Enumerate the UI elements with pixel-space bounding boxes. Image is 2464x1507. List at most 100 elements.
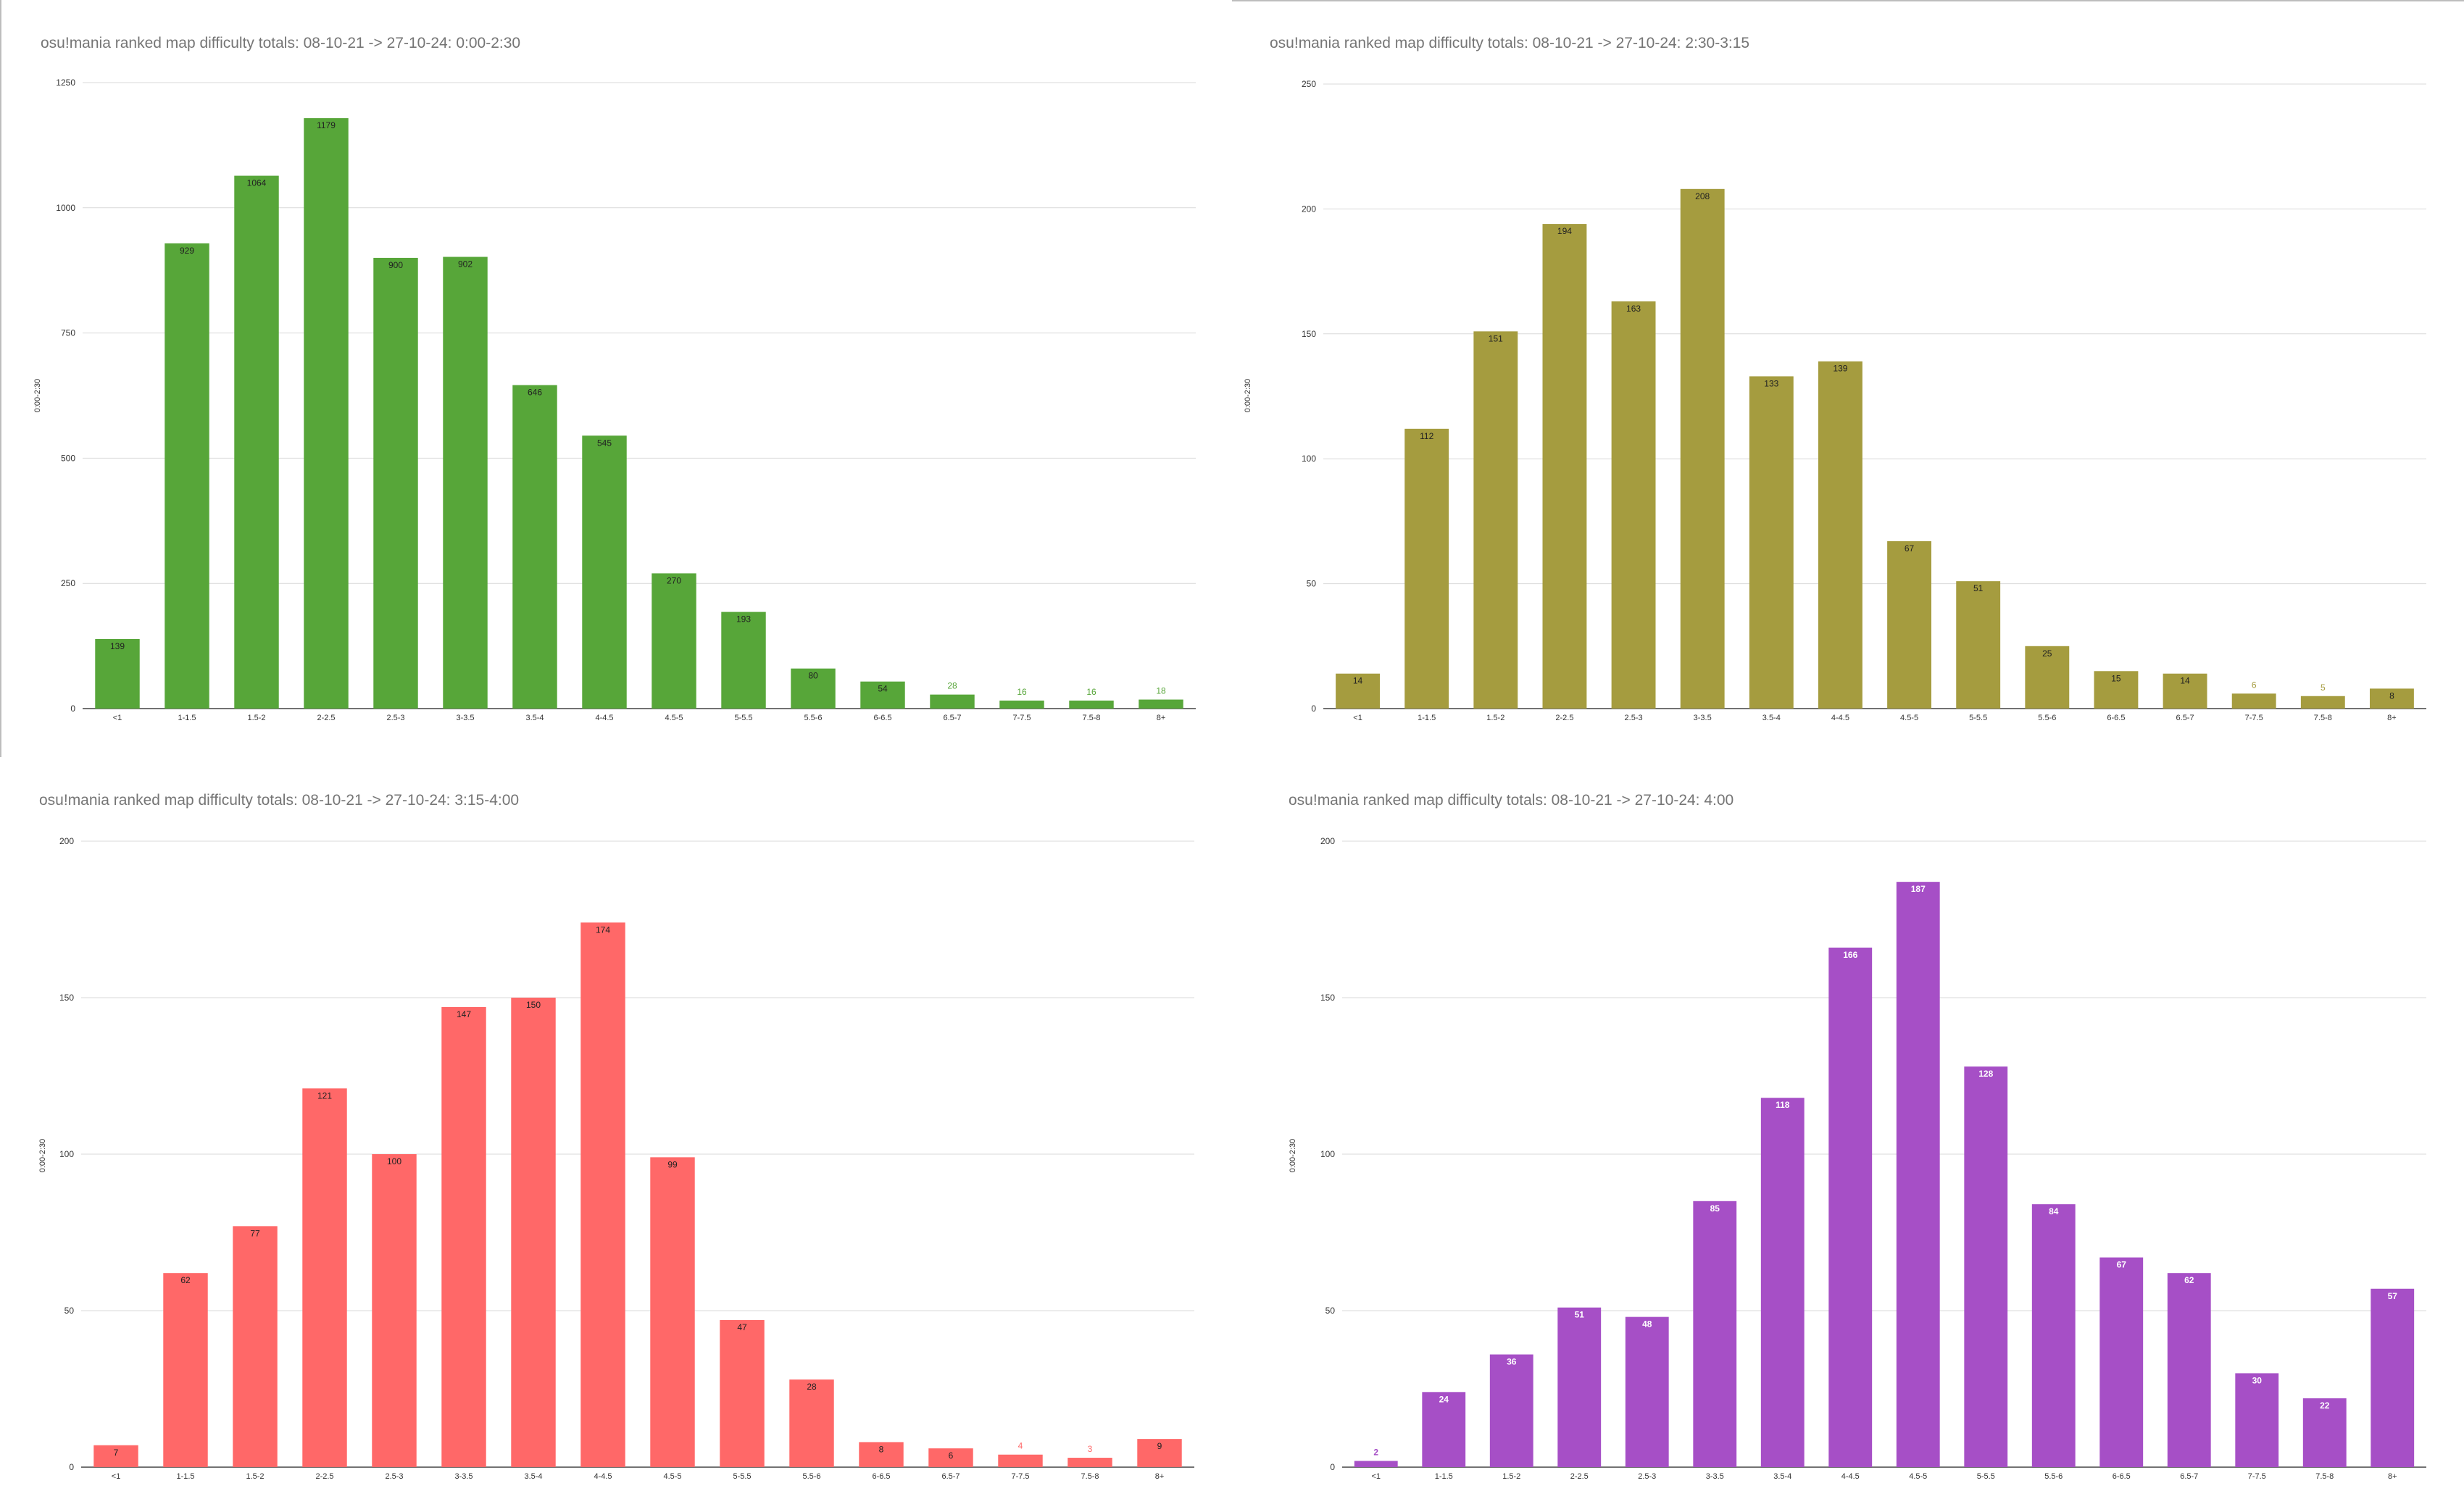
chart-title: osu!mania ranked map difficulty totals: …: [39, 792, 520, 809]
bar: [652, 573, 696, 709]
bar-data-label: 150: [526, 1000, 541, 1010]
x-tick-label: 3.5-4: [524, 1472, 542, 1481]
bar-data-label: 62: [180, 1275, 191, 1285]
bar-data-label: 67: [2117, 1260, 2127, 1270]
bar-data-label: 270: [667, 575, 681, 585]
bar: [163, 1273, 208, 1467]
x-tick-label: 1-1.5: [1435, 1472, 1453, 1481]
x-tick-label: 8+: [1155, 1472, 1165, 1481]
bar: [1887, 540, 1932, 709]
bar: [1422, 1392, 1466, 1467]
x-tick-label: 4-4.5: [595, 714, 613, 722]
x-tick-label: 1.5-2: [246, 1472, 264, 1481]
bar: [650, 1157, 695, 1467]
chart-panel-400: osu!mania ranked map difficulty totals: …: [1232, 757, 2464, 1507]
y-tick-label: 200: [59, 836, 74, 846]
bar-data-label: 6: [949, 1450, 954, 1461]
y-tick-label: 0: [69, 1462, 74, 1472]
bar-data-label: 187: [1911, 884, 1926, 894]
y-axis-label: 0:00-2:30: [1289, 1138, 1297, 1173]
x-tick-label: 7-7.5: [1011, 1472, 1029, 1481]
bar-data-label: 4: [1018, 1441, 1023, 1451]
x-tick-label: 5.5-6: [2044, 1472, 2063, 1481]
y-axis-label: 0:00-2:30: [33, 378, 42, 413]
bar-data-label: 2: [1373, 1447, 1378, 1457]
bar-data-label: 77: [250, 1228, 260, 1238]
bar-data-label: 194: [1557, 226, 1572, 236]
bar: [373, 257, 418, 709]
y-tick-label: 50: [1307, 579, 1317, 589]
bar-data-label: 28: [947, 681, 957, 691]
bar-data-label: 9: [1157, 1441, 1162, 1451]
bar-data-label: 48: [1642, 1319, 1652, 1329]
bar: [234, 175, 279, 709]
x-tick-label: 3-3.5: [454, 1472, 473, 1481]
bar: [860, 681, 905, 709]
bar: [2031, 1204, 2076, 1467]
x-tick-label: 1-1.5: [178, 714, 196, 722]
x-tick-label: 5.5-6: [2038, 714, 2056, 722]
bar-data-label: 36: [1507, 1356, 1517, 1366]
bar: [304, 118, 349, 709]
bar: [721, 611, 766, 709]
y-tick-label: 200: [1320, 836, 1335, 846]
y-tick-label: 250: [1302, 79, 1316, 89]
x-tick-label: 5.5-6: [802, 1472, 820, 1481]
x-tick-label: 4-4.5: [1831, 714, 1849, 722]
x-tick-label: 1.5-2: [247, 714, 265, 722]
bar-data-label: 15: [2111, 673, 2121, 683]
bar: [2371, 1288, 2415, 1467]
bar-data-label: 1064: [247, 178, 267, 188]
x-tick-label: 6.5-7: [2176, 714, 2194, 722]
bar: [1069, 700, 1114, 709]
bar: [999, 700, 1044, 709]
bar-chart-svg: 0 50 100 150 200 2 <1 24 1-1.5 36 1.5-2 51 2-2.5 48 2.…: [1320, 836, 2426, 1481]
x-tick-label: 7.5-8: [2314, 714, 2332, 722]
bar-data-label: 147: [457, 1009, 471, 1019]
bar-data-label: 57: [2388, 1291, 2398, 1301]
x-tick-label: <1: [1353, 714, 1362, 722]
bar: [2167, 1273, 2211, 1467]
chart-title: osu!mania ranked map difficulty totals: …: [41, 35, 521, 51]
chart-panel-0-230: osu!mania ranked map difficulty totals: …: [1, 0, 1232, 757]
bar-data-label: 51: [1575, 1310, 1585, 1320]
bar-data-label: 99: [667, 1159, 678, 1169]
bar: [1818, 361, 1862, 709]
bar-chart-svg: 0 250 500 750 1000 1250 139 <1 929 1-1.5 1064 1.5-2…: [56, 78, 1196, 722]
x-tick-label: <1: [112, 1472, 121, 1481]
x-tick-label: 8+: [1157, 714, 1166, 722]
bar: [2302, 1398, 2347, 1467]
bar-data-label: 5: [2321, 682, 2326, 693]
bar: [1354, 1461, 1398, 1467]
bar-data-label: 646: [528, 387, 542, 397]
x-tick-label: 8+: [2388, 1472, 2397, 1481]
chart-title: osu!mania ranked map difficulty totals: …: [1289, 792, 1734, 809]
bar: [512, 385, 557, 709]
bar: [302, 1088, 347, 1467]
bar-data-label: 67: [1905, 543, 1915, 554]
bar-data-label: 54: [878, 684, 888, 694]
x-tick-label: 3.5-4: [525, 714, 544, 722]
bar-data-label: 133: [1764, 378, 1778, 388]
x-tick-label: 5-5.5: [1969, 714, 1987, 722]
x-tick-label: 5-5.5: [734, 714, 752, 722]
bar: [2300, 696, 2345, 709]
bar: [791, 668, 836, 709]
y-tick-label: 500: [61, 453, 75, 463]
x-tick-label: <1: [113, 714, 122, 722]
chart-panel-230-315: osu!mania ranked map difficulty totals: …: [1232, 1, 2464, 757]
x-tick-label: 7-7.5: [2248, 1472, 2266, 1481]
bar: [1473, 331, 1518, 709]
bar: [1749, 376, 1794, 709]
x-tick-label: 7.5-8: [2315, 1472, 2334, 1481]
bar: [511, 998, 556, 1467]
bar: [1896, 882, 1940, 1467]
x-tick-label: 2.5-3: [1625, 714, 1643, 722]
bar: [1964, 1066, 2008, 1467]
chart-panel-315-400: osu!mania ranked map difficulty totals: …: [0, 757, 1232, 1507]
bar-data-label: 929: [180, 246, 194, 256]
bar-data-label: 30: [2252, 1375, 2263, 1385]
x-tick-label: 2-2.5: [1570, 1472, 1589, 1481]
x-tick-label: 7.5-8: [1081, 1472, 1099, 1481]
bar: [1956, 581, 2001, 709]
